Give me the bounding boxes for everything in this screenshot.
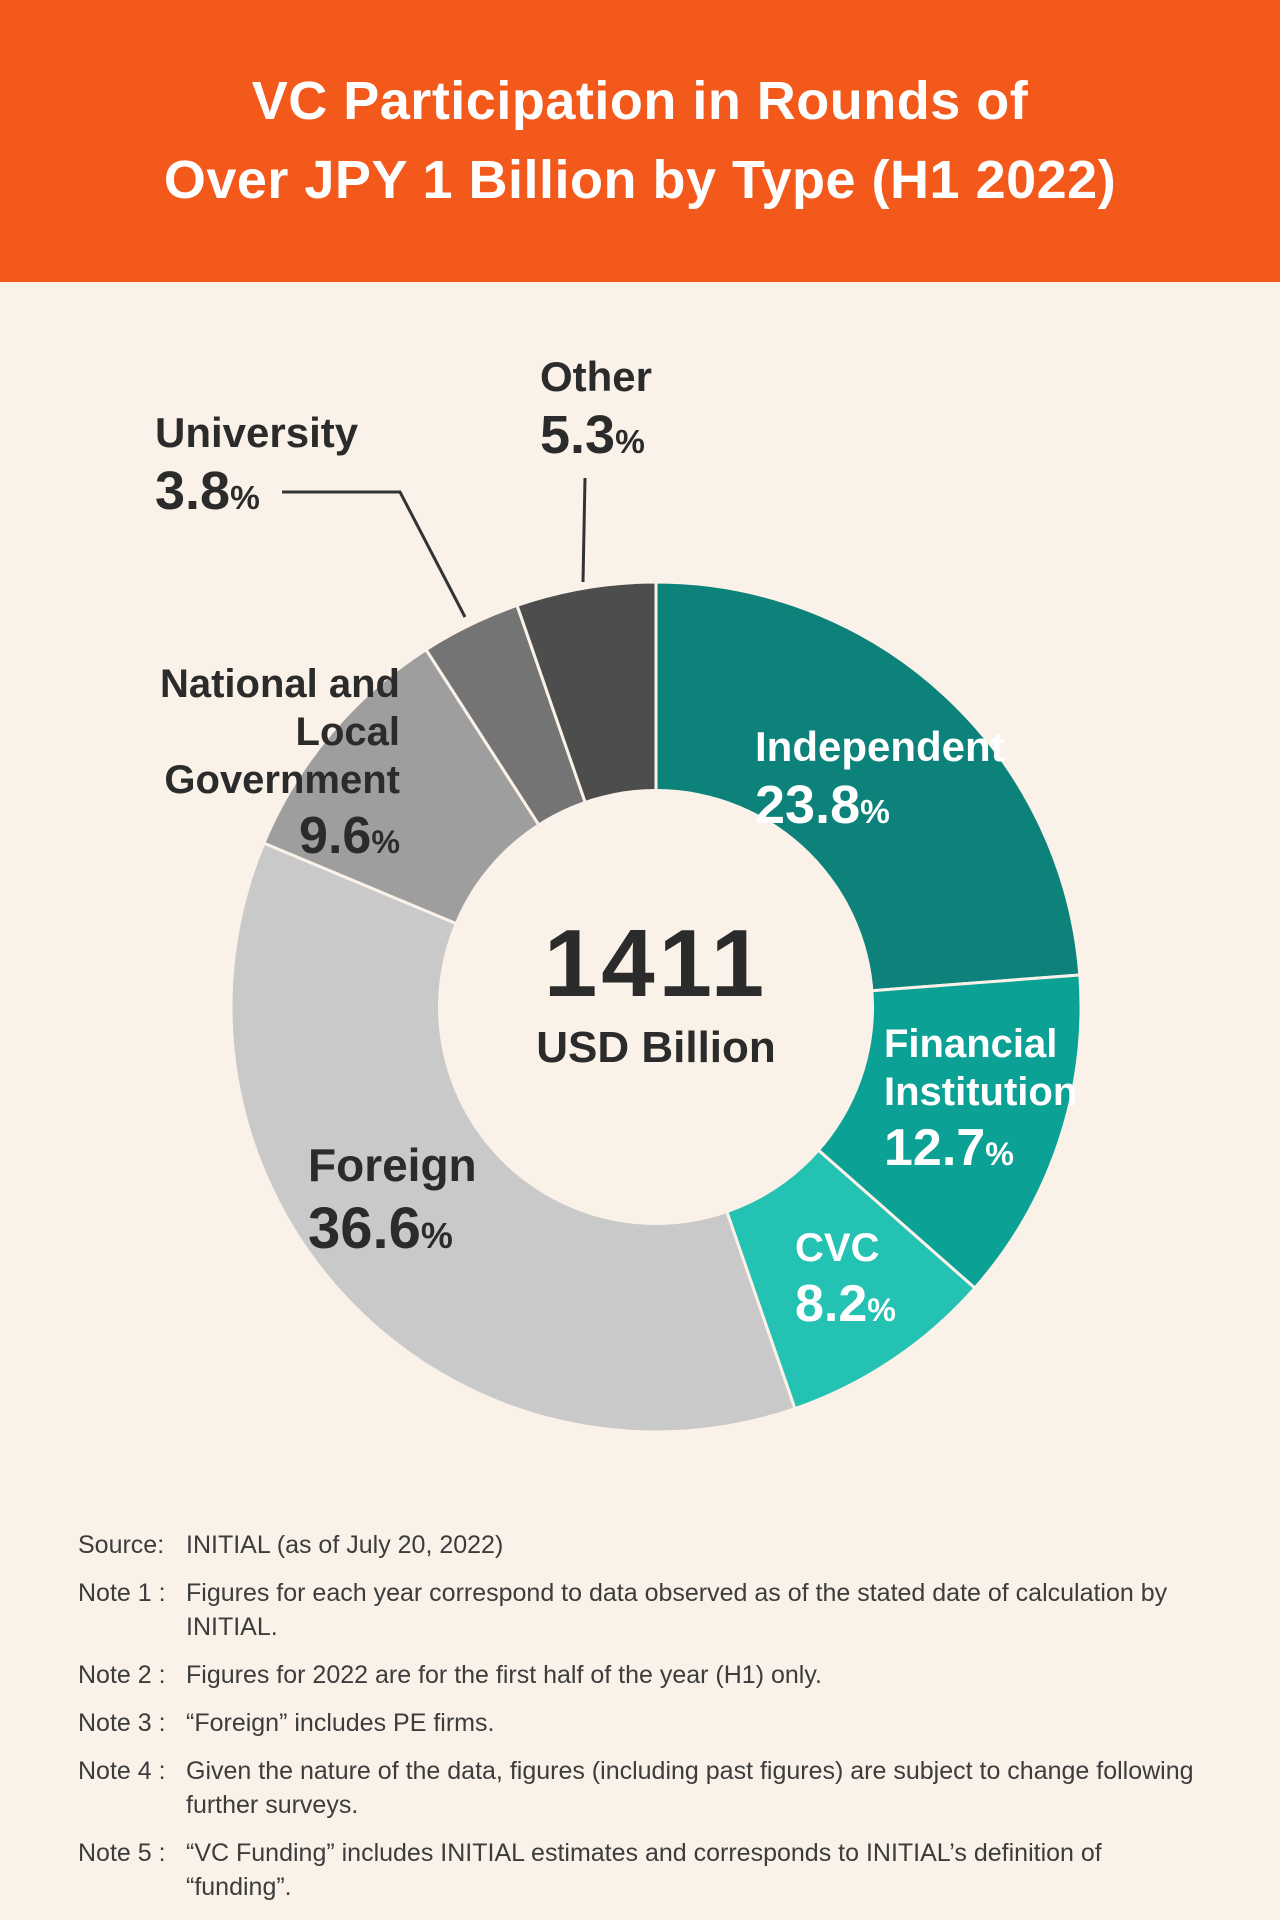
pct-value: 8.2	[795, 1275, 868, 1333]
note-label: Note 2 :	[78, 1661, 166, 1689]
slice-pct-independent: 23.8%	[755, 772, 1005, 840]
pct-value: 36.6	[308, 1196, 421, 1262]
pct-value: 23.8	[755, 775, 861, 836]
label-independent: Independent 23.8%	[755, 722, 1005, 840]
label-national-and-local-government: National and Local Government 9.6%	[60, 660, 400, 869]
note-text: INITIAL (as of July 20, 2022)	[186, 1531, 504, 1559]
slice-pct-cvc: 8.2%	[795, 1272, 896, 1337]
slice-name-foreign: Foreign	[308, 1139, 477, 1191]
slice-pct-other: 5.3%	[540, 402, 652, 470]
percent-sign: %	[615, 424, 645, 462]
label-other: Other 5.3%	[540, 352, 652, 470]
slice-name-financial-institution: Financial Institution	[884, 1022, 1078, 1114]
leader-line-other	[581, 477, 587, 583]
notes-section: Source: INITIAL (as of July 20, 2022) No…	[0, 1522, 1280, 1904]
note-text: Figures for 2022 are for the first half …	[186, 1661, 822, 1689]
note-text: Figures for each year correspond to data…	[186, 1579, 1168, 1641]
note-label: Note 4 :	[78, 1757, 166, 1785]
leader-line-university	[282, 490, 467, 618]
note-item: Note 1 : Figures for each year correspon…	[78, 1576, 1210, 1644]
note-label: Note 1 :	[78, 1579, 166, 1607]
notes-list: Source: INITIAL (as of July 20, 2022) No…	[78, 1528, 1210, 1904]
slice-name-other: Other	[540, 353, 653, 400]
label-university: University 3.8%	[155, 408, 358, 526]
page-title-line-2: Over JPY 1 Billion by Type (H1 2022)	[163, 150, 1117, 210]
donut-hole-group	[438, 789, 874, 1225]
note-item: Note 4 : Given the nature of the data, f…	[78, 1754, 1210, 1822]
note-item: Source: INITIAL (as of July 20, 2022)	[78, 1528, 1210, 1562]
slice-name-independent: Independent	[755, 723, 1005, 770]
donut-hole	[438, 789, 874, 1225]
percent-sign: %	[230, 480, 260, 518]
slice-pct-financial-institution: 12.7%	[884, 1116, 1144, 1181]
percent-sign: %	[860, 794, 890, 832]
page-title-line-1: VC Participation in Rounds of	[251, 71, 1029, 132]
header-banner: VC Participation in Rounds of Over JPY 1…	[0, 0, 1280, 282]
slice-pct-national-and-local-government: 9.6%	[60, 804, 400, 869]
percent-sign: %	[985, 1136, 1014, 1172]
label-cvc: CVC 8.2%	[795, 1224, 896, 1337]
percent-sign: %	[420, 1215, 453, 1257]
pct-value: 12.7	[884, 1119, 986, 1177]
donut-center-label: 1411 USD Billion	[406, 916, 906, 1075]
note-text: Given the nature of the data, figures (i…	[186, 1757, 1194, 1819]
center-total-value: 1411	[543, 910, 769, 1017]
donut-chart-section: Independent 23.8% Financial Institution …	[0, 282, 1280, 1522]
note-item: Note 3 : “Foreign” includes PE firms.	[78, 1706, 1210, 1740]
note-label: Source:	[78, 1531, 165, 1559]
slice-pct-foreign: 36.6%	[308, 1193, 477, 1266]
note-text: “VC Funding” includes INITIAL estimates …	[186, 1839, 1102, 1901]
label-financial-institution: Financial Institution 12.7%	[884, 1020, 1144, 1181]
pct-value: 9.6	[299, 807, 372, 865]
slice-name-university: University	[155, 409, 359, 456]
note-text: “Foreign” includes PE firms.	[186, 1709, 495, 1737]
note-item: Note 2 : Figures for 2022 are for the fi…	[78, 1658, 1210, 1692]
note-label: Note 3 :	[78, 1709, 166, 1737]
donut-svg	[229, 477, 1083, 1434]
slice-name-national-and-local-government: National and Local Government	[159, 662, 400, 802]
slice-pct-university: 3.8%	[155, 458, 358, 526]
label-foreign: Foreign 36.6%	[308, 1138, 477, 1266]
percent-sign: %	[371, 824, 400, 860]
pct-value: 5.3	[540, 405, 616, 466]
pct-value: 3.8	[155, 461, 231, 522]
slice-name-cvc: CVC	[795, 1226, 880, 1270]
note-label: Note 5 :	[78, 1839, 166, 1867]
center-total-unit: USD Billion	[536, 1023, 776, 1072]
note-item: Note 5 : “VC Funding” includes INITIAL e…	[78, 1836, 1210, 1904]
percent-sign: %	[867, 1292, 896, 1328]
leader-lines	[282, 477, 587, 618]
